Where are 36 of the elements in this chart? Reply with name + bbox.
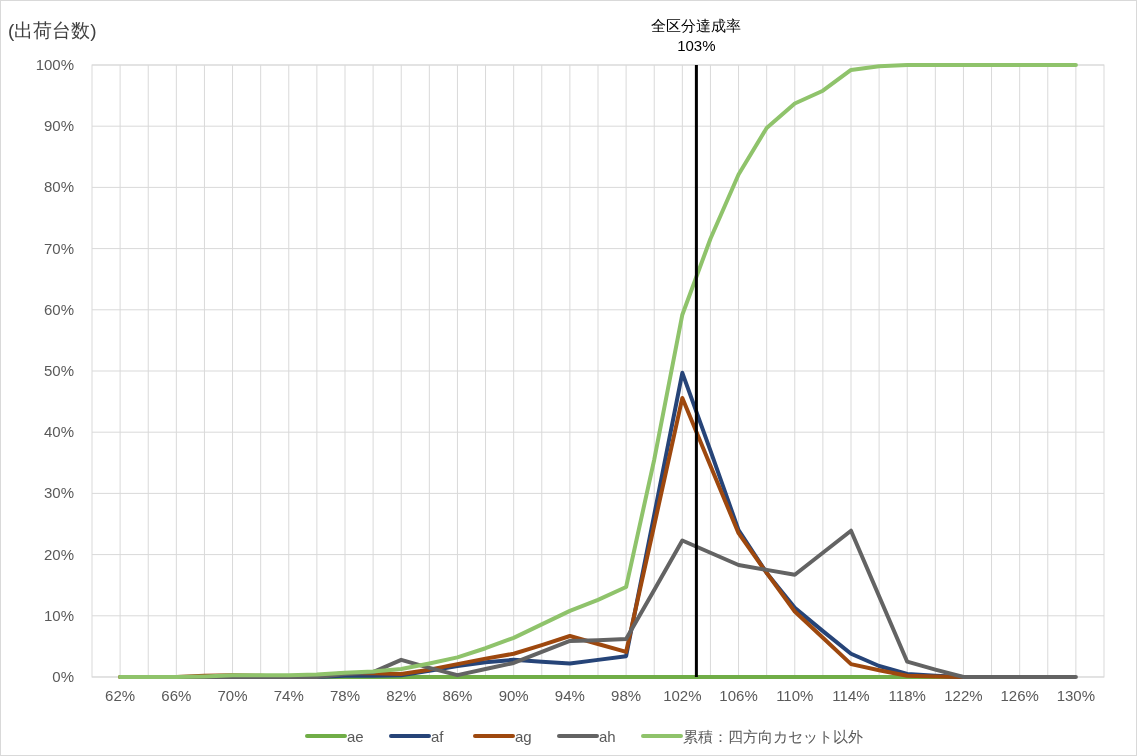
x-tick-label: 90% [498, 687, 529, 704]
y-tick-label: 0% [52, 668, 74, 685]
y-tick-label: 20% [43, 545, 74, 563]
x-tick-label: 70% [217, 687, 248, 704]
legend-label: af [431, 728, 445, 745]
x-tick-label: 102% [663, 687, 702, 704]
x-tick-label: 118% [888, 687, 926, 704]
y-axis-title: (出荷台数) [8, 20, 97, 41]
legend-label: ae [347, 728, 364, 745]
legend-label: ag [515, 728, 532, 745]
x-tick-label: 126% [1000, 687, 1039, 704]
y-tick-label: 80% [43, 178, 74, 196]
legend-label: ah [599, 728, 616, 745]
x-tick-label: 78% [329, 687, 361, 704]
x-tick-label: 86% [442, 687, 473, 704]
y-tick-label: 100% [35, 56, 74, 73]
x-tick-label: 98% [611, 687, 642, 704]
y-tick-label: 30% [43, 484, 74, 502]
x-tick-label: 82% [386, 687, 417, 704]
y-tick-label: 70% [43, 239, 74, 257]
x-tick-label: 74% [273, 687, 304, 704]
x-tick-label: 122% [944, 687, 983, 704]
legend-label: 累積：四方向カセット以外 [683, 728, 863, 745]
x-tick-label: 110% [776, 687, 814, 704]
x-tick-label: 106% [719, 687, 758, 704]
y-tick-label: 40% [43, 423, 74, 441]
x-tick-label: 66% [161, 687, 192, 704]
x-tick-label: 130% [1056, 687, 1096, 704]
x-tick-label: 94% [554, 687, 585, 704]
ref-line-label: 全区分達成率 103% [651, 17, 742, 54]
y-tick-label: 60% [43, 300, 74, 318]
x-tick-label: 62% [105, 687, 136, 704]
y-tick-label: 50% [43, 362, 74, 379]
x-tick-label: 114% [832, 687, 870, 704]
y-tick-label: 10% [43, 606, 74, 624]
y-tick-label: 90% [43, 117, 74, 135]
